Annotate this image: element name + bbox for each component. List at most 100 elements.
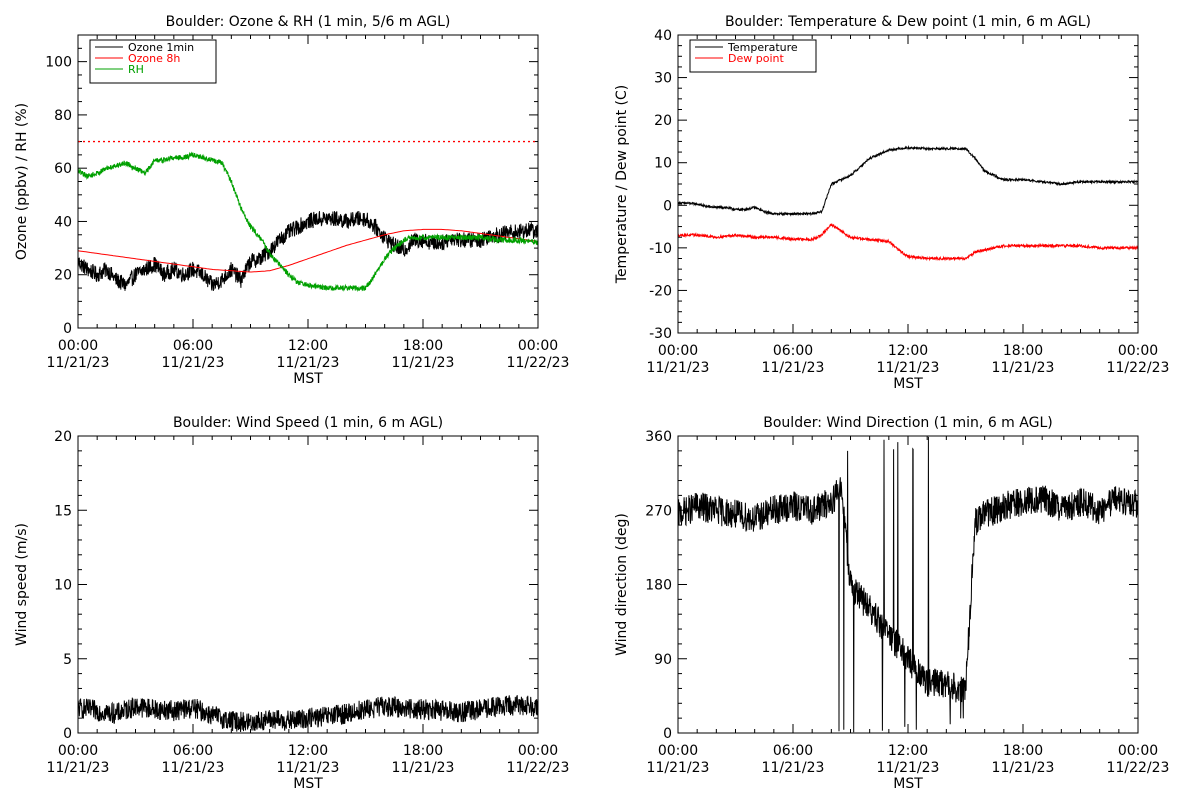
- y-tick-label: 40: [54, 214, 72, 230]
- y-tick-label: 10: [654, 156, 672, 172]
- chart-title: Boulder: Ozone & RH (1 min, 5/6 m AGL): [166, 14, 451, 30]
- y-tick-label: 0: [663, 198, 672, 214]
- plot-frame: [677, 435, 1139, 734]
- x-tick-time-label: 00:00: [518, 338, 558, 354]
- y-tick-label: 360: [645, 429, 672, 445]
- plot-frame: [77, 435, 539, 734]
- y-tick-label: 20: [654, 113, 672, 129]
- x-tick-date-label: 11/21/23: [877, 360, 940, 376]
- y-tick-label: 180: [645, 578, 672, 594]
- x-tick-date-label: 11/22/23: [507, 355, 570, 371]
- chart-title: Boulder: Temperature & Dew point (1 min,…: [725, 14, 1091, 30]
- x-tick-time-label: 06:00: [773, 743, 813, 759]
- x-tick-date-label: 11/21/23: [277, 355, 340, 371]
- plot-area: [678, 436, 1138, 733]
- plot-area: [678, 145, 1138, 262]
- y-axis-label: Wind speed (m/s): [14, 523, 30, 646]
- y-tick-label: 60: [54, 161, 72, 177]
- y-tick-label: -20: [649, 283, 672, 299]
- x-tick-time-label: 12:00: [888, 343, 928, 359]
- series-line-temperature: [678, 145, 1138, 217]
- y-axis-label: Ozone (ppbv) / RH (%): [14, 103, 30, 260]
- legend-label: Temperature: [727, 41, 798, 54]
- x-axis-label: MST: [893, 776, 923, 792]
- x-tick-time-label: 00:00: [58, 743, 98, 759]
- legend-label: RH: [128, 63, 144, 76]
- x-tick-time-label: 12:00: [288, 743, 328, 759]
- series-line-ozone-1min: [78, 210, 538, 291]
- x-axis-label: MST: [293, 776, 323, 792]
- y-tick-label: 0: [63, 726, 72, 742]
- x-tick-date-label: 11/21/23: [647, 360, 710, 376]
- x-tick-time-label: 12:00: [288, 338, 328, 354]
- x-tick-time-label: 00:00: [1118, 343, 1158, 359]
- chart-title: Boulder: Wind Direction (1 min, 6 m AGL): [763, 415, 1052, 431]
- y-tick-label: 5: [63, 652, 72, 668]
- y-axis-ticks: [677, 34, 1139, 334]
- x-tick-time-label: 18:00: [1003, 343, 1043, 359]
- x-tick-time-label: 06:00: [173, 743, 213, 759]
- x-tick-date-label: 11/21/23: [992, 760, 1055, 776]
- y-tick-label: 80: [54, 108, 72, 124]
- y-tick-label: 270: [645, 503, 672, 519]
- legend-label: Ozone 1min: [128, 41, 194, 54]
- y-tick-label: 20: [54, 268, 72, 284]
- y-tick-label: 40: [654, 28, 672, 44]
- x-tick-date-label: 11/21/23: [392, 760, 455, 776]
- x-tick-date-label: 11/22/23: [1107, 760, 1170, 776]
- x-tick-date-label: 11/21/23: [392, 355, 455, 371]
- x-tick-time-label: 06:00: [773, 343, 813, 359]
- series-line-data: [678, 436, 1138, 733]
- y-axis-ticks: [77, 435, 539, 734]
- y-axis-label: Wind direction (deg): [614, 513, 630, 656]
- series-line-data: [78, 695, 538, 733]
- chart-panel-ozone-rh: Boulder: Ozone & RH (1 min, 5/6 m AGL) 0 2…: [14, 14, 569, 387]
- x-axis-label: MST: [893, 376, 923, 392]
- series-line-ozone-8h: [78, 228, 538, 273]
- y-tick-label: 0: [63, 321, 72, 337]
- x-tick-time-label: 18:00: [1003, 743, 1043, 759]
- chart-panel-wind-speed: Boulder: Wind Speed (1 min, 6 m AGL) 0 5 10…: [14, 415, 569, 792]
- x-tick-time-label: 06:00: [173, 338, 213, 354]
- legend-label: Dew point: [728, 52, 784, 65]
- x-tick-date-label: 11/22/23: [1107, 360, 1170, 376]
- chart-title: Boulder: Wind Speed (1 min, 6 m AGL): [173, 415, 443, 431]
- y-tick-label: 10: [54, 578, 72, 594]
- x-axis-label: MST: [293, 371, 323, 387]
- x-tick-time-label: 00:00: [658, 743, 698, 759]
- y-tick-label: 30: [654, 71, 672, 87]
- x-tick-date-label: 11/21/23: [647, 760, 710, 776]
- x-tick-date-label: 11/21/23: [47, 355, 110, 371]
- y-axis-ticks: [677, 435, 1139, 734]
- y-tick-label: 100: [45, 55, 72, 71]
- x-tick-date-label: 11/21/23: [992, 360, 1055, 376]
- x-tick-time-label: 00:00: [58, 338, 98, 354]
- series-line-dew-point: [678, 223, 1138, 262]
- legend-box: [689, 39, 817, 73]
- x-tick-date-label: 11/21/23: [277, 760, 340, 776]
- plot-frame: [677, 34, 1139, 334]
- x-tick-date-label: 11/21/23: [762, 760, 825, 776]
- y-tick-label: 0: [663, 726, 672, 742]
- y-tick-label: 20: [54, 429, 72, 445]
- x-tick-time-label: 18:00: [403, 743, 443, 759]
- legend-label: Ozone 8h: [128, 52, 180, 65]
- x-tick-date-label: 11/22/23: [507, 760, 570, 776]
- x-tick-date-label: 11/21/23: [762, 360, 825, 376]
- plot-area: [78, 140, 538, 293]
- chart-panel-temp-dew: Boulder: Temperature & Dew point (1 min,…: [614, 14, 1169, 392]
- y-axis-label: Temperature / Dew point (C): [614, 85, 630, 284]
- x-tick-time-label: 12:00: [888, 743, 928, 759]
- plot-frame: [77, 34, 539, 329]
- x-tick-time-label: 00:00: [658, 343, 698, 359]
- x-tick-date-label: 11/21/23: [47, 760, 110, 776]
- y-tick-label: 15: [54, 503, 72, 519]
- chart-panel-wind-dir: Boulder: Wind Direction (1 min, 6 m AGL)…: [614, 415, 1169, 792]
- y-tick-label: -10: [649, 241, 672, 257]
- y-tick-label: 90: [654, 652, 672, 668]
- series-line-rh: [78, 151, 538, 293]
